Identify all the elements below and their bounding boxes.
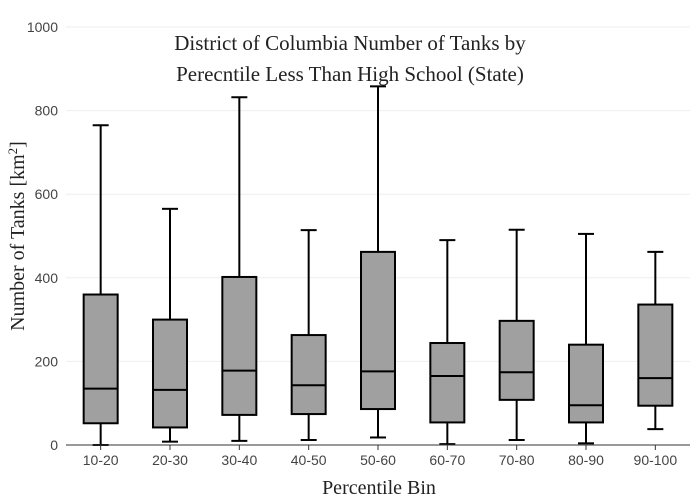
y-tick-label-0: 0 (50, 437, 58, 453)
box-group-30-40 (221, 96, 258, 442)
y-axis-title-sup: 2 (5, 148, 20, 155)
box-iqr-30-40 (221, 275, 258, 416)
chart-title-line-1: District of Columbia Number of Tanks by (174, 31, 526, 55)
box-iqr-80-90 (568, 343, 604, 424)
y-axis-title-main: Number of Tanks [km (7, 154, 29, 331)
chart-title-line-2: Perecntile Less Than High School (State) (176, 62, 524, 86)
x-tick-label-10-20: 10-20 (83, 452, 119, 468)
y-tick-label-200: 200 (35, 353, 59, 369)
y-tick-label-400: 400 (35, 270, 59, 286)
x-tick-label-90-100: 90-100 (634, 452, 678, 468)
x-axis-title: Percentile Bin (322, 477, 436, 499)
box-group-70-80 (498, 228, 535, 441)
x-tick-label-20-30: 20-30 (152, 452, 188, 468)
box-iqr-10-20 (82, 293, 119, 425)
box-group-60-70 (429, 239, 466, 446)
box-group-20-30 (152, 207, 188, 443)
y-tick-label-600: 600 (35, 186, 59, 202)
box-iqr-60-70 (429, 342, 466, 424)
box-iqr-50-60 (360, 250, 396, 411)
y-axis-title: Number of Tanks [km2] (5, 141, 30, 331)
box-group-50-60 (360, 85, 396, 439)
x-tick-label-40-50: 40-50 (291, 452, 327, 468)
y-tick-label-1000: 1000 (27, 19, 58, 35)
x-tick-label-60-70: 60-70 (429, 452, 465, 468)
box-iqr-40-50 (290, 334, 327, 416)
box-iqr-70-80 (498, 319, 535, 401)
box-iqr-90-100 (637, 303, 674, 407)
box-group-10-20 (82, 124, 119, 446)
y-axis-title-close: ] (7, 141, 29, 148)
box-iqr-20-30 (152, 318, 188, 429)
box-group-40-50 (290, 229, 327, 441)
boxes (82, 85, 674, 446)
x-tick-label-30-40: 30-40 (221, 452, 257, 468)
box-group-80-90 (568, 232, 604, 445)
y-tick-label-800: 800 (35, 103, 59, 119)
x-tick-label-80-90: 80-90 (568, 452, 604, 468)
x-tick-label-50-60: 50-60 (360, 452, 396, 468)
axes: 0 200 400 600 800 1000 10-20 20-30 30-40 40-50 50-… (27, 19, 690, 468)
x-tick-label-70-80: 70-80 (499, 452, 535, 468)
box-group-90-100 (637, 250, 674, 431)
